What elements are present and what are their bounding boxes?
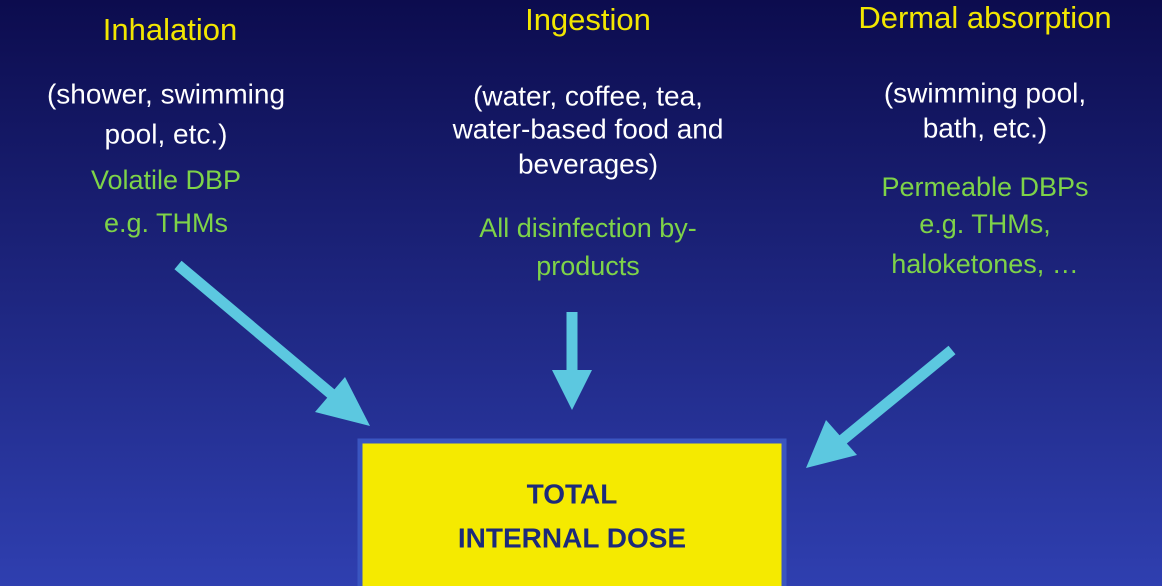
compound-text: products — [536, 251, 640, 281]
route-example: (shower, swimming — [47, 78, 285, 109]
route-example: (water, coffee, tea, — [473, 80, 703, 111]
target-text: TOTAL — [527, 478, 618, 509]
compound-text: haloketones, … — [891, 249, 1079, 279]
compound-text: e.g. THMs, — [919, 209, 1051, 239]
route-example: pool, etc.) — [105, 118, 228, 149]
route-example: bath, etc.) — [923, 112, 1048, 143]
compound-text: All disinfection by- — [479, 213, 697, 243]
arrow — [806, 345, 956, 468]
route-example: water-based food and — [452, 113, 724, 144]
compound-text: Volatile DBP — [91, 165, 241, 195]
route-title: Inhalation — [103, 12, 237, 47]
arrow — [552, 312, 592, 410]
target-text: INTERNAL DOSE — [458, 522, 686, 553]
target-box — [357, 438, 787, 586]
arrow — [174, 260, 370, 426]
compound-text: Permeable DBPs — [881, 172, 1088, 202]
compound-text: e.g. THMs — [104, 208, 228, 238]
route-example: beverages) — [518, 148, 658, 179]
route-title: Ingestion — [525, 2, 651, 37]
route-title: Dermal absorption — [858, 0, 1111, 35]
route-example: (swimming pool, — [884, 77, 1086, 108]
